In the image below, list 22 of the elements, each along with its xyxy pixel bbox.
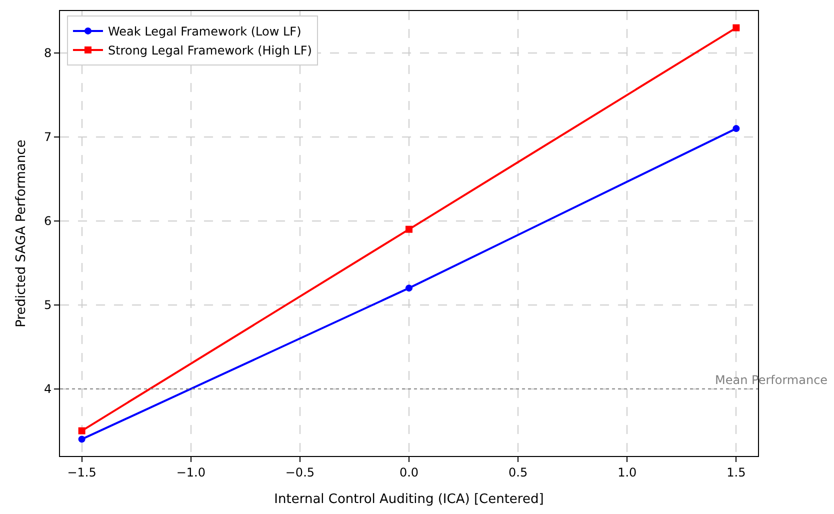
y-tick-label: 5 <box>44 298 52 312</box>
x-tick-label: 1.5 <box>726 465 746 480</box>
legend-label: Weak Legal Framework (Low LF) <box>108 24 302 39</box>
x-axis-title: Internal Control Auditing (ICA) [Centered] <box>274 492 544 507</box>
x-tick-label: 0.0 <box>399 465 419 480</box>
x-tick-label: −1.5 <box>67 465 96 480</box>
point <box>78 427 86 434</box>
point <box>78 436 86 443</box>
point <box>732 125 740 132</box>
y-tick-label: 7 <box>44 130 52 144</box>
point <box>406 226 412 233</box>
y-tick-label: 8 <box>44 46 52 60</box>
y-axis-title: Predicted SAGA Performance <box>14 140 29 328</box>
x-tick-label: 1.0 <box>618 465 637 480</box>
legend-label: Strong Legal Framework (High LF) <box>108 44 312 58</box>
x-tick-label: −0.5 <box>285 465 315 480</box>
point <box>406 284 412 292</box>
point <box>732 24 740 32</box>
y-tick-label: 6 <box>44 214 52 228</box>
y-tick-label: 4 <box>44 382 52 396</box>
x-tick-label: −1.0 <box>176 465 206 480</box>
x-tick-label: 0.5 <box>508 465 528 480</box>
